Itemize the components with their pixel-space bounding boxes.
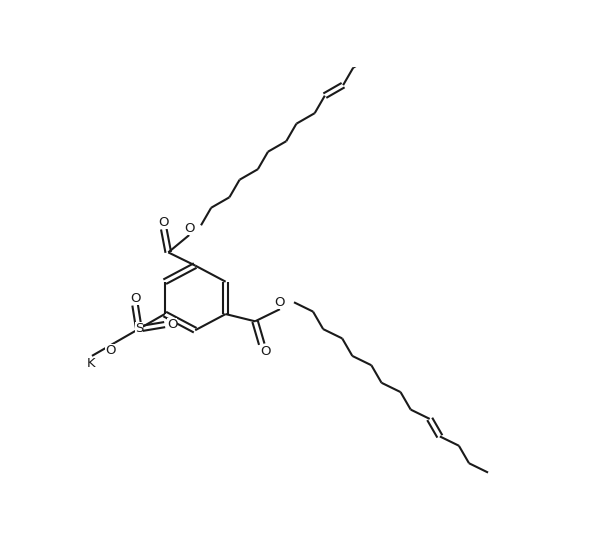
Text: O: O [130, 292, 140, 305]
Text: K: K [87, 357, 96, 370]
Text: O: O [105, 344, 116, 357]
Text: S: S [135, 323, 143, 335]
Text: O: O [275, 296, 285, 309]
Text: O: O [159, 216, 169, 228]
Text: O: O [184, 222, 194, 235]
Text: O: O [260, 346, 271, 358]
Text: O: O [167, 318, 177, 331]
